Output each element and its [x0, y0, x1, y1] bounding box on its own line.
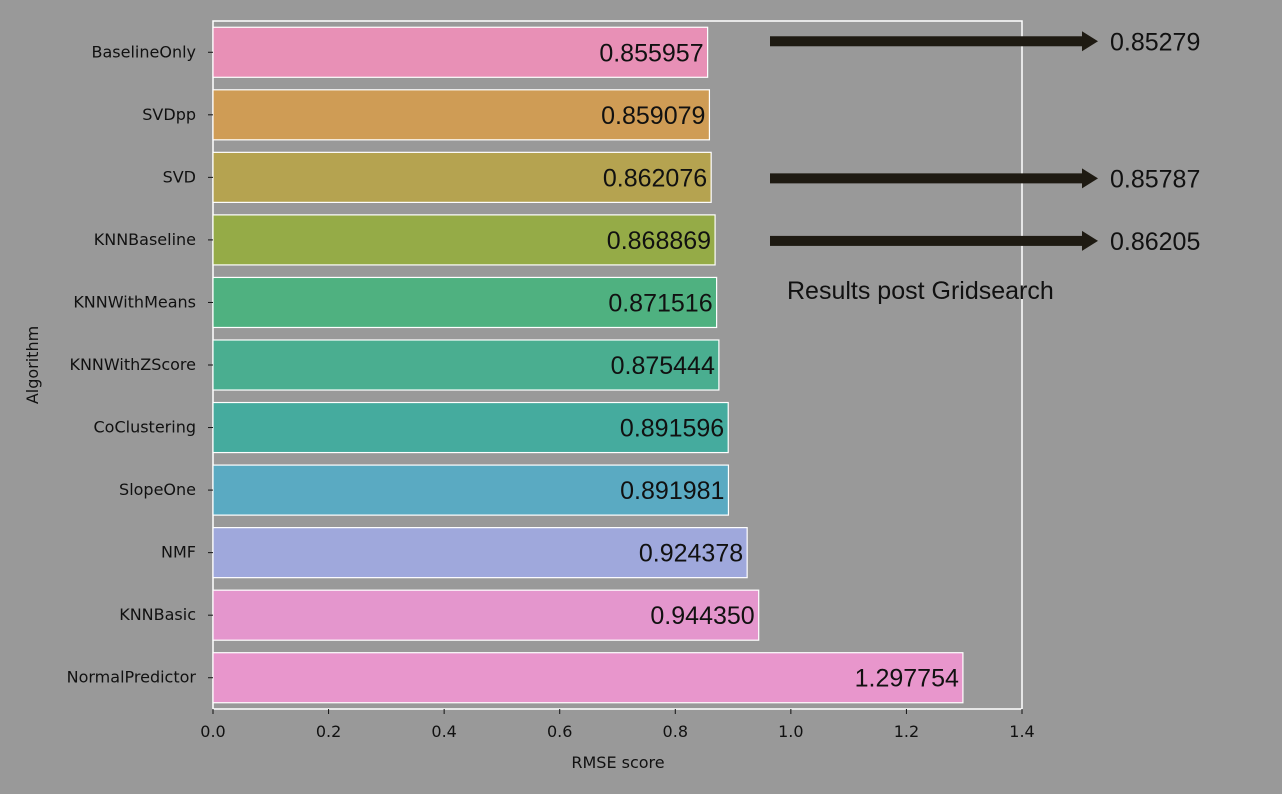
x-tick-label: 0.8: [663, 722, 688, 741]
bars-group: 0.855957 0.859079 0.862076 0.868869 0.871516…: [212, 26, 964, 704]
bar-value-label: 0.859079: [601, 102, 705, 130]
y-tick-label: SVD: [163, 167, 196, 186]
arrow-shaft: [770, 173, 1086, 184]
x-tick-label: 0.0: [200, 722, 225, 741]
y-tick-label: BaselineOnly: [92, 42, 196, 61]
bar-value-label: 1.297754: [855, 665, 959, 693]
annotations-group: 0.85279 0.85787 0.86205: [770, 28, 1200, 256]
arrow-head: [1082, 230, 1098, 251]
bar-value-label: 0.871516: [608, 289, 712, 317]
y-tick-labels-group: BaselineOnly SVDpp SVD KNNBaseline KNNWithMe…: [67, 42, 213, 687]
y-axis-label: Algorithm: [23, 326, 42, 404]
bar: [212, 652, 964, 704]
x-ticks-group: 0.0 0.2 0.4 0.6 0.8 1.0 1.2 1.4: [200, 709, 1035, 741]
bar-value-label: 0.868869: [607, 227, 711, 255]
x-tick-label: 0.2: [316, 722, 341, 741]
gridsearch-result-label: 0.86205: [1110, 228, 1200, 256]
arrow-head: [1082, 31, 1098, 52]
bar: [212, 89, 711, 141]
bar-value-label: 0.891981: [620, 477, 724, 505]
x-tick-label: 0.6: [547, 722, 572, 741]
x-tick-label: 1.0: [778, 722, 803, 741]
y-tick-label: NMF: [161, 543, 196, 562]
bar-value-label: 0.875444: [611, 352, 715, 380]
arrow-shaft: [770, 235, 1086, 246]
y-tick-label: KNNWithMeans: [73, 292, 196, 311]
bar: [212, 26, 709, 78]
x-tick-label: 1.4: [1009, 722, 1034, 741]
bar-value-label: 0.891596: [620, 415, 724, 443]
bar: [212, 151, 712, 203]
y-tick-label: SlopeOne: [119, 480, 196, 499]
bar-value-label: 0.862076: [603, 164, 707, 192]
y-tick-label: KNNBasic: [119, 605, 196, 624]
arrow-shaft: [770, 36, 1086, 47]
y-tick-label: KNNWithZScore: [69, 355, 196, 374]
y-tick-label: KNNBaseline: [94, 230, 196, 249]
annotation-title: Results post Gridsearch: [787, 277, 1054, 305]
bar-value-label: 0.944350: [650, 602, 754, 630]
y-tick-label: CoClustering: [94, 418, 197, 437]
gridsearch-result-label: 0.85787: [1110, 165, 1200, 193]
bar-value-label: 0.855957: [599, 39, 703, 67]
bar: [212, 527, 748, 579]
arrow-head: [1082, 168, 1098, 189]
bar: [212, 464, 730, 516]
y-tick-label: NormalPredictor: [67, 668, 197, 687]
x-tick-label: 0.4: [431, 722, 456, 741]
gridsearch-result-label: 0.85279: [1110, 28, 1200, 56]
y-tick-label: SVDpp: [142, 105, 196, 124]
x-axis-label: RMSE score: [571, 753, 664, 772]
bar: [212, 589, 760, 641]
bar-value-label: 0.924378: [639, 540, 743, 568]
x-tick-label: 1.2: [894, 722, 919, 741]
